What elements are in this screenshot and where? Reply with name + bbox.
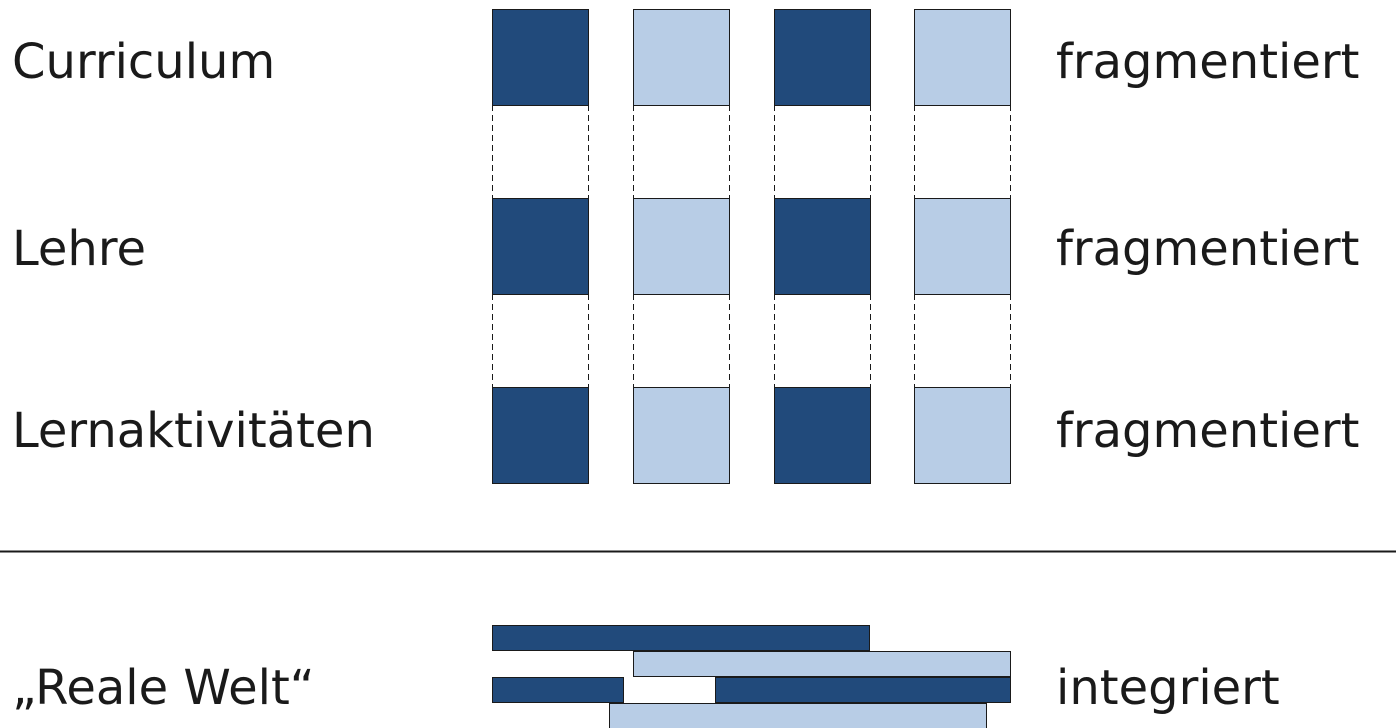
fragment-square-row3-col3 (774, 387, 871, 484)
integrated-bar-2 (633, 651, 1011, 677)
status-label-curriculum: fragmentiert (1056, 34, 1360, 90)
status-label-reale-welt: integriert (1056, 660, 1280, 716)
fragment-square-row2-col2 (633, 198, 730, 295)
integrated-bar-4 (609, 703, 987, 728)
status-label-lernaktivitaeten: fragmentiert (1056, 403, 1360, 459)
fragment-square-row2-col4 (914, 198, 1011, 295)
fragment-square-row1-col1 (492, 9, 589, 106)
fragment-square-row1-col4 (914, 9, 1011, 106)
fragment-square-row3-col2 (633, 387, 730, 484)
integrated-bar-3a (492, 677, 624, 703)
fragment-square-row2-col3 (774, 198, 871, 295)
status-label-lehre: fragmentiert (1056, 221, 1360, 277)
integrated-bar-1 (492, 625, 870, 651)
row-label-reale-welt: „Reale Welt“ (12, 660, 315, 716)
fragment-square-row1-col2 (633, 9, 730, 106)
row-label-lernaktivitaeten: Lernaktivitäten (12, 403, 375, 459)
row-label-curriculum: Curriculum (12, 34, 276, 90)
integrated-bar-3b (715, 677, 1011, 703)
fragment-square-row1-col3 (774, 9, 871, 106)
fragment-square-row2-col1 (492, 198, 589, 295)
fragment-square-row3-col4 (914, 387, 1011, 484)
fragment-square-row3-col1 (492, 387, 589, 484)
row-label-lehre: Lehre (12, 221, 147, 277)
